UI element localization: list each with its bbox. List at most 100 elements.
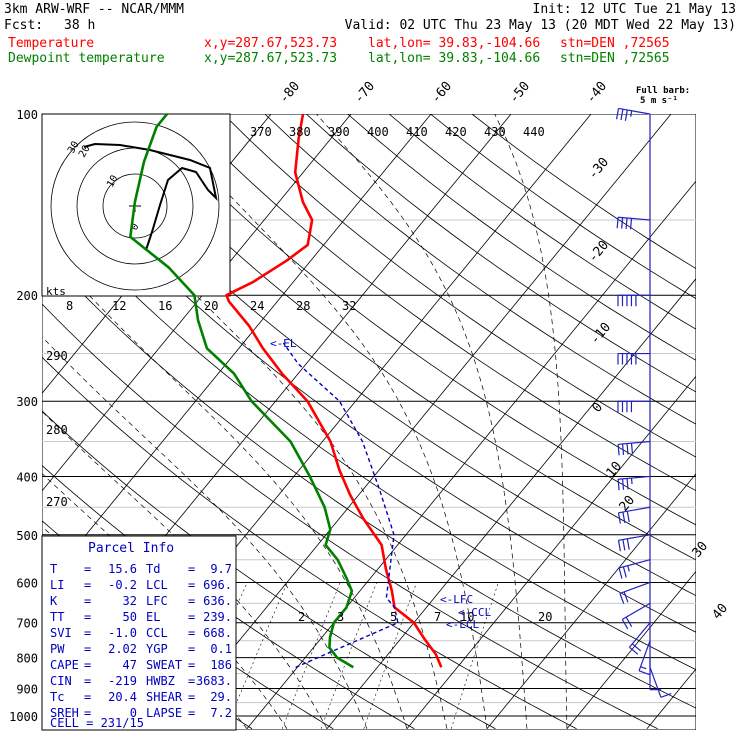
- parcel-row-eq: =: [188, 674, 195, 688]
- mixing-ratio-label: 5: [390, 610, 397, 624]
- isotherm: [246, 180, 696, 730]
- wind-barb: [617, 352, 650, 365]
- parcel-row-eq: =: [84, 658, 91, 672]
- dry-adiabat: [471, 114, 696, 270]
- parcel-row-label: SHEAR: [146, 690, 183, 704]
- parcel-row-label: Td: [146, 562, 160, 576]
- parcel-row-label: LCL: [146, 578, 168, 592]
- theta-label: 400: [367, 125, 389, 139]
- el-marker-label: <-EL: [270, 337, 297, 350]
- isotherm: [566, 570, 696, 730]
- lcl-marker-label: <-LCL: [446, 618, 479, 631]
- ccl-marker-label: <-CCL: [458, 606, 491, 619]
- parcel-row-value: 29.: [210, 690, 232, 704]
- wind-barb: [638, 640, 651, 676]
- series-line-temperature: [225, 114, 443, 668]
- pressure-tick-label: 800: [16, 652, 38, 666]
- dry-adiabat: [0, 114, 9, 729]
- parcel-row-label: YGP: [146, 642, 168, 656]
- theta-label-left: 290: [46, 349, 68, 363]
- wind-barb: [617, 294, 650, 307]
- wind-barb-flag: [615, 108, 620, 120]
- parcel-row-value: 636.: [203, 594, 232, 608]
- parcel-row-eq: =: [84, 706, 91, 720]
- moist-adiabat: [42, 121, 448, 729]
- parcel-row-value: 15.6: [108, 562, 137, 576]
- theta-label: 390: [328, 125, 350, 139]
- theta-label-left: 270: [46, 495, 68, 509]
- dry-adiabat: [42, 198, 696, 671]
- isotherm-label: -40: [584, 79, 611, 107]
- parcel-info-box: Parcel Info T = 15.6 Td = 9.7 LI = -0.2 LCL = 696. K =…: [41, 535, 237, 731]
- parcel-row-eq: =: [188, 706, 195, 720]
- pressure-tick-label: 500: [16, 529, 38, 543]
- wind-barb-flag: [630, 443, 634, 455]
- parcel-row-value: 32: [123, 594, 137, 608]
- isotherm-label: 30: [690, 539, 712, 561]
- moist-adiabat: [494, 114, 568, 729]
- parcel-row-label: K: [50, 594, 58, 608]
- parcel-row-label: LFC: [146, 594, 168, 608]
- parcel-row-eq: =: [84, 674, 91, 688]
- theta-label: 420: [445, 125, 467, 139]
- dry-adiabat: [223, 114, 696, 458]
- full-barb-units: 5 m s⁻¹: [640, 96, 678, 106]
- mixing-ratio-line: [320, 582, 377, 729]
- wind-barb-flag: [616, 217, 619, 229]
- dry-adiabat: [347, 114, 696, 361]
- pressure-tick-label: 700: [16, 617, 38, 631]
- hodograph-box: [41, 113, 231, 297]
- wind-barb-half: [630, 110, 633, 117]
- wind-barb-flag: [625, 616, 633, 627]
- temperature-xy: x,y=287.67,523.73: [204, 36, 338, 51]
- mixing-ratio-line: [281, 582, 341, 729]
- dry-adiabat: [98, 114, 696, 561]
- parcel-row-label: CIN: [50, 674, 72, 688]
- dry-adiabat: [140, 114, 696, 526]
- wind-barb: [617, 534, 651, 552]
- pressure-tick-label: 300: [16, 395, 38, 409]
- isotherm-label: -10: [588, 320, 615, 348]
- parcel-row-label: EL: [146, 610, 160, 624]
- parcel-row-eq: =: [84, 626, 91, 640]
- hodograph-ring-label: 32: [342, 299, 356, 313]
- dewpoint-station: stn=DEN ,72565: [560, 51, 670, 66]
- moist-adiabat: [42, 336, 368, 729]
- parcel-row-eq: =: [84, 594, 91, 608]
- wind-barb-flag: [621, 619, 629, 630]
- isotherm-label: -20: [586, 238, 613, 266]
- hodograph-trace: [83, 142, 218, 251]
- parcel-row-label: SWEAT: [146, 658, 182, 672]
- isotherm-label: -30: [586, 155, 613, 183]
- parcel-row-value: 668.: [203, 626, 232, 640]
- parcel-row-eq: =: [84, 610, 91, 624]
- parcel-row-label: T: [50, 562, 57, 576]
- hodograph-axis-label: 20: [77, 144, 93, 160]
- parcel-row-value: 3683.: [196, 674, 232, 688]
- profile-series: [129, 114, 443, 669]
- mixing-ratio-label: 3: [337, 610, 344, 624]
- mixing-ratio-label: 7: [434, 610, 441, 624]
- wind-barb: [617, 400, 650, 413]
- wind-barb-staff: [618, 506, 651, 514]
- wind-barb-staff: [618, 559, 651, 569]
- hodograph-ring: [102, 173, 168, 239]
- wind-barb-flag: [625, 217, 628, 230]
- parcel-row-eq: =: [84, 690, 91, 704]
- parcel-row-eq: =: [188, 626, 195, 640]
- wind-barb: [628, 622, 651, 655]
- parcel-row-value: -219: [108, 674, 137, 688]
- isotherm-label: 40: [710, 601, 732, 623]
- wind-barb-flag: [617, 512, 621, 524]
- wind-barb-staff: [638, 640, 651, 672]
- parcel-row-eq: =: [84, 642, 91, 656]
- isotherm: [42, 114, 432, 590]
- hodograph-ring-label: 28: [296, 299, 310, 313]
- mixing-ratio-label: 20: [538, 610, 552, 624]
- hodograph-axis-label: 30: [66, 140, 82, 156]
- wind-barb-staff: [618, 216, 651, 221]
- dry-adiabat: [42, 356, 577, 730]
- parcel-row-label: SREH: [50, 706, 79, 720]
- wind-barb-flag: [660, 693, 672, 698]
- parcel-row-label: PW: [50, 642, 65, 656]
